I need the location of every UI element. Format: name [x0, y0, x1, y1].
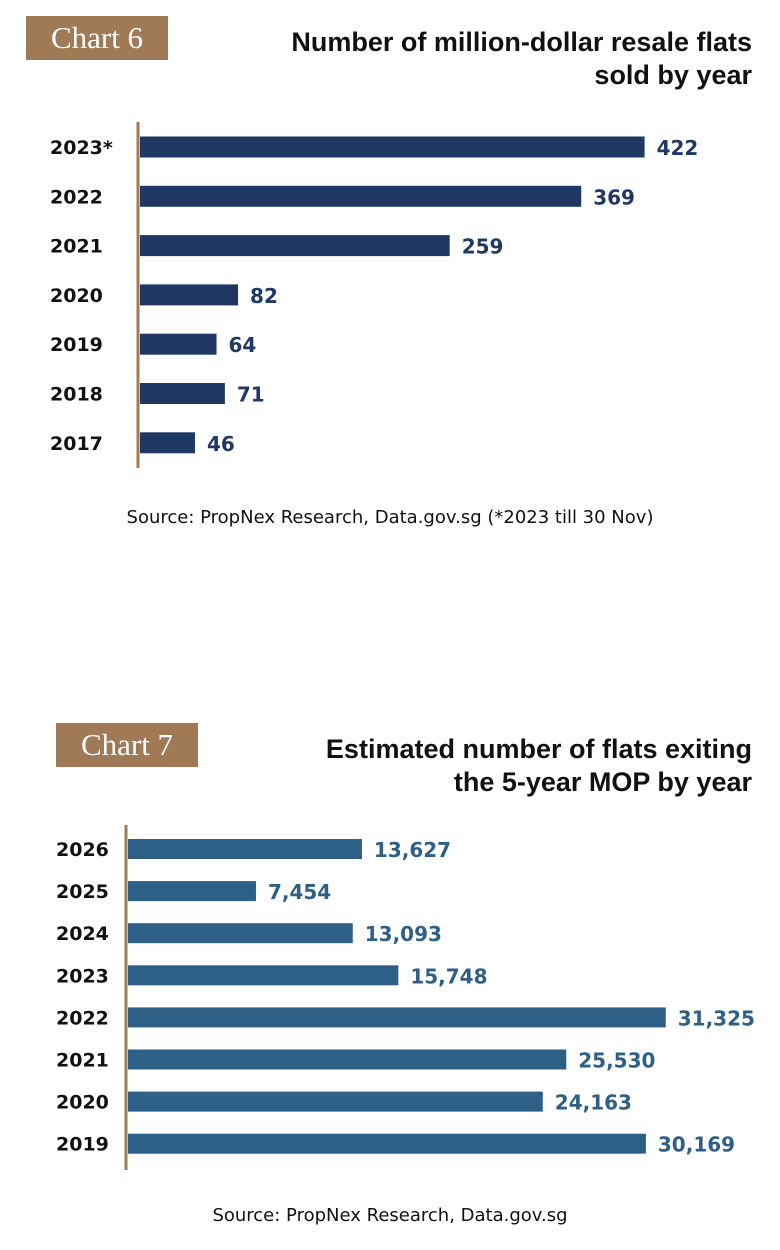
chart6-plot: 2023* 422 2022 369 2021 259 2020 82 2019 64 2018 71…	[50, 122, 699, 468]
chart7-bar	[128, 1007, 666, 1028]
chart6-category-label: 2021	[50, 236, 103, 258]
chart7-bar	[128, 1091, 543, 1112]
chart6-bar	[140, 185, 582, 207]
chart7-source: Source: PropNex Research, Data.gov.sg	[212, 1205, 568, 1226]
chart6-value-label: 82	[250, 284, 278, 308]
chart7-value-label: 31,325	[678, 1006, 755, 1030]
chart7-plot: 2026 13,627 2025 7,454 2024 13,093 2023 15,748 2…	[56, 825, 755, 1170]
chart6-tag: Chart 6	[26, 16, 168, 60]
chart7-value-label: 25,530	[578, 1049, 655, 1073]
chart7-category-label: 2025	[56, 881, 109, 903]
chart7-category-label: 2021	[56, 1050, 109, 1072]
chart7-value-label: 30,169	[658, 1133, 735, 1157]
chart7-value-label: 15,748	[410, 964, 487, 988]
chart7-title-line1: Estimated number of flats exiting	[325, 734, 752, 764]
chart6-value-label: 422	[657, 136, 699, 160]
chart6-category-label: 2020	[50, 285, 103, 307]
chart6-source: Source: PropNex Research, Data.gov.sg (*…	[126, 507, 654, 528]
chart7-value-label: 7,454	[268, 880, 331, 904]
chart6-category-label: 2019	[50, 334, 103, 356]
chart7-bar	[128, 881, 256, 902]
chart7-category-label: 2022	[56, 1007, 109, 1029]
chart6-bar	[140, 284, 239, 306]
chart6-category-label: 2018	[50, 384, 103, 406]
chart7-category-label: 2023	[56, 965, 109, 987]
chart7-category-label: 2024	[56, 923, 109, 945]
chart6-value-label: 259	[462, 235, 504, 259]
chart7-value-label: 13,093	[365, 922, 442, 946]
chart6-value-label: 64	[229, 333, 257, 357]
chart7-category-label: 2020	[56, 1092, 109, 1114]
chart7-bar	[128, 1049, 567, 1070]
chart7-bar	[128, 923, 353, 944]
chart6-category-label: 2017	[50, 433, 103, 455]
chart7-block: Chart 7 Estimated number of flats exitin…	[0, 710, 780, 1250]
chart6-bar	[140, 235, 450, 257]
chart6-category-label: 2023*	[50, 137, 113, 159]
chart7-title-line2: the 5-year MOP by year	[453, 767, 752, 797]
chart7-value-label: 13,627	[374, 838, 451, 862]
chart6-bar	[140, 136, 645, 158]
chart6-value-label: 46	[207, 432, 235, 456]
chart6-value-label: 71	[237, 383, 265, 407]
chart7-bar	[128, 839, 362, 859]
chart7-category-label: 2019	[56, 1134, 109, 1156]
chart6-title: Number of million-dollar resale flats so…	[192, 26, 752, 92]
chart6-bar	[140, 432, 196, 454]
chart6-bar	[140, 383, 225, 404]
chart6-value-label: 369	[593, 185, 635, 209]
chart7-bar	[128, 1133, 646, 1154]
chart7-title: Estimated number of flats exiting the 5-…	[232, 733, 752, 799]
chart7-value-label: 24,163	[555, 1091, 632, 1115]
chart7-bar	[128, 965, 399, 986]
chart7-category-label: 2026	[56, 839, 109, 861]
chart6-block: Chart 6 Number of million-dollar resale …	[0, 0, 780, 560]
chart6-title-line2: sold by year	[594, 60, 752, 90]
chart6-bar	[140, 333, 217, 355]
chart6-title-line1: Number of million-dollar resale flats	[291, 27, 752, 57]
chart7-tag: Chart 7	[56, 723, 198, 767]
chart6-category-label: 2022	[50, 186, 103, 208]
